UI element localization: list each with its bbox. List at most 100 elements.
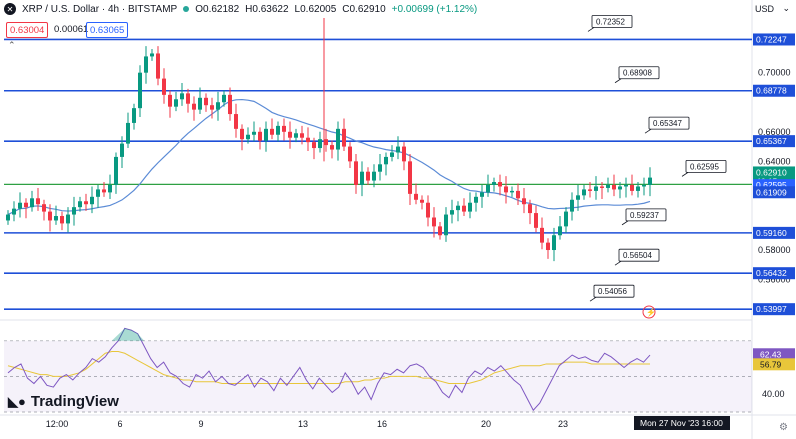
candle-body (528, 204, 532, 214)
candle-body (294, 133, 298, 138)
candle-body (522, 198, 526, 205)
candle-body (552, 235, 556, 251)
x-tick-label: 6 (117, 419, 122, 429)
currency-label[interactable]: USD (754, 4, 774, 14)
price-annotation-label: 0.54056 (598, 287, 627, 296)
candle-body (228, 94, 232, 115)
annotation-pointer (587, 27, 595, 32)
candle-body (360, 171, 364, 185)
rsi-value-tag (753, 348, 795, 361)
candle-body (138, 72, 142, 109)
price-annotation-box (618, 248, 660, 262)
candle-body (438, 226, 442, 236)
current-time-label: Mon 27 Nov '23 16:00 (640, 418, 723, 428)
candle-body (570, 199, 574, 212)
candle-body (402, 146, 406, 162)
ma-price-label: 0.62595 (756, 180, 787, 190)
y-tick-label: 0.70000 (758, 68, 791, 78)
symbol-title[interactable]: XRP / U.S. Dollar · 4h · BITSTAMP (22, 3, 178, 15)
candle-body (126, 122, 130, 144)
level-price-label: 0.53997 (756, 304, 787, 314)
level-price-label: 0.68778 (756, 86, 787, 96)
candle-body (354, 161, 358, 185)
candle-body (606, 184, 610, 188)
candle-body (612, 184, 616, 190)
alert-lightning-glyph: ⚡ (646, 307, 656, 317)
settings-gear-icon[interactable]: ⚙ (779, 422, 788, 433)
level-price-label: 0.72247 (756, 34, 787, 44)
candle-body (108, 184, 112, 193)
price-annotation-label: 0.56504 (623, 251, 652, 260)
ohlc-close: C0.62910 (342, 3, 386, 15)
candle-body (510, 190, 514, 193)
candle-body (174, 99, 178, 107)
price-annotation-box (648, 116, 690, 130)
candle-body (492, 182, 496, 185)
candle-body (12, 208, 16, 215)
brand-logo[interactable]: ◣● TradingView (8, 393, 119, 410)
candle-body (330, 145, 334, 150)
candle-body (252, 131, 256, 135)
level-price-label: 0.56432 (756, 268, 787, 278)
candle-body (378, 164, 382, 172)
ohlc-change: +0.00699 (+1.12%) (391, 3, 478, 15)
rsi-ma-tag (753, 358, 795, 371)
annotation-pointer (681, 172, 689, 177)
candle-body (96, 189, 100, 197)
y-tick-label: 0.56000 (758, 275, 791, 285)
bid-price-tag (753, 186, 795, 199)
x-tick-label: 13 (298, 419, 308, 429)
candle-body (318, 139, 322, 149)
ohlc-low: L0.62005 (294, 3, 337, 15)
candle-body (270, 128, 274, 135)
rsi-ma-label: 56.79 (760, 359, 782, 369)
tradingview-icon: ◣● (8, 393, 26, 409)
candle-body (396, 146, 400, 153)
x-tick-label: 20 (481, 419, 491, 429)
price-annotation-label: 0.65347 (653, 119, 682, 128)
candle-body (24, 202, 28, 208)
candle-body (264, 128, 268, 141)
candle-body (222, 94, 226, 103)
candle-body (324, 139, 328, 146)
candle-body (642, 184, 646, 187)
candle-body (462, 205, 466, 212)
rsi-overbought-fill (111, 328, 145, 341)
candle-body (54, 216, 58, 221)
candle-body (474, 196, 478, 203)
candle-body (594, 186, 598, 191)
candle-body (18, 202, 22, 209)
y-tick-label: 0.66000 (758, 127, 791, 137)
price-annotation-box (591, 15, 633, 28)
candle-body (84, 201, 88, 205)
candle-body (162, 78, 166, 95)
candle-body (72, 207, 76, 215)
candle-body (558, 226, 562, 236)
candle-body (78, 201, 82, 208)
buy-price-button[interactable]: 0.63065 (86, 22, 129, 38)
candle-body (300, 133, 304, 138)
candle-body (246, 134, 250, 140)
candle-body (534, 213, 538, 228)
candle-body (390, 152, 394, 157)
collapse-chevron-icon[interactable]: ⌃ (8, 40, 16, 50)
candle-body (276, 125, 280, 135)
candle-body (384, 156, 388, 165)
spread-value: 0.00061 (54, 23, 89, 35)
xrp-logo-icon: ✕ (4, 3, 16, 15)
chart-header: ✕ XRP / U.S. Dollar · 4h · BITSTAMP O0.6… (0, 0, 740, 18)
sell-price-button[interactable]: 0.63004 (6, 22, 49, 38)
annotation-pointer (644, 128, 652, 134)
last-price-label: 0.62910 (756, 167, 787, 177)
candle-body (486, 184, 490, 193)
price-annotation-box (618, 66, 660, 80)
candle-body (336, 128, 340, 150)
price-annotation-label: 0.72352 (596, 17, 625, 26)
chevron-down-icon[interactable]: ⌄ (782, 3, 790, 13)
candle-body (198, 97, 202, 110)
annotation-pointer (614, 78, 622, 84)
candle-body (180, 93, 184, 100)
candle-body (240, 128, 244, 140)
price-annotation-box (593, 284, 635, 298)
